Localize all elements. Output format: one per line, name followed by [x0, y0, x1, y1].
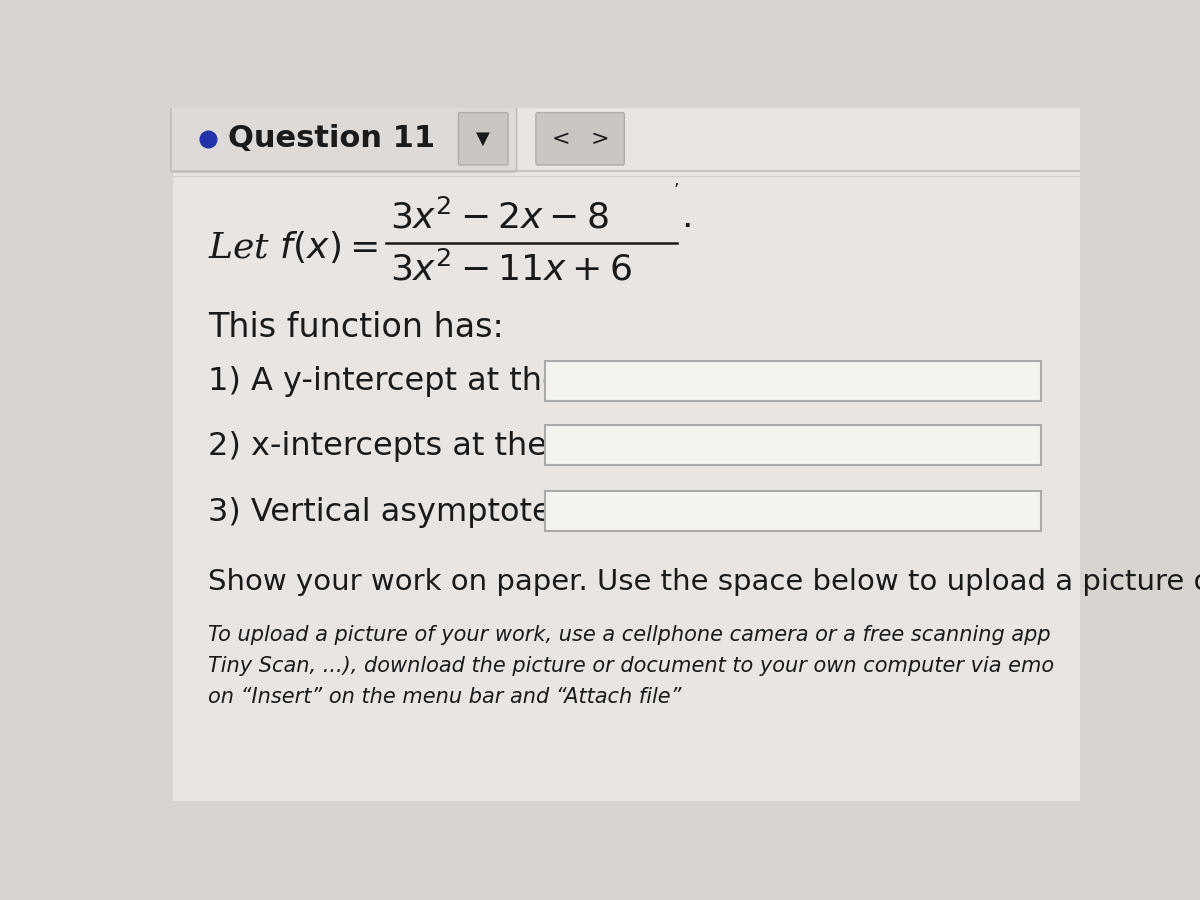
Text: on “Insert” on the menu bar and “Attach file”: on “Insert” on the menu bar and “Attach … — [208, 687, 682, 707]
Text: Show your work on paper. Use the space below to upload a picture of yo: Show your work on paper. Use the space b… — [208, 568, 1200, 596]
FancyBboxPatch shape — [545, 425, 1042, 465]
Text: ▼: ▼ — [476, 130, 490, 148]
Text: 1) A y-intercept at the point: 1) A y-intercept at the point — [208, 365, 653, 397]
Text: <: < — [552, 129, 570, 148]
FancyBboxPatch shape — [545, 491, 1042, 531]
FancyBboxPatch shape — [173, 108, 1080, 801]
FancyBboxPatch shape — [170, 105, 516, 172]
Text: 2) x-intercepts at the point(s): 2) x-intercepts at the point(s) — [208, 431, 680, 463]
Text: Let $f(x) =$: Let $f(x) =$ — [208, 229, 378, 265]
FancyBboxPatch shape — [536, 112, 624, 165]
Text: $3x^2 - 11x + 6$: $3x^2 - 11x + 6$ — [390, 252, 632, 288]
Text: Tiny Scan, ...), download the picture or document to your own computer via emo: Tiny Scan, ...), download the picture or… — [208, 656, 1055, 676]
Text: ʼ: ʼ — [673, 183, 678, 201]
FancyBboxPatch shape — [545, 361, 1042, 400]
Text: This function has:: This function has: — [208, 311, 504, 344]
Text: 3) Vertical asymptotes at x =: 3) Vertical asymptotes at x = — [208, 497, 677, 527]
Text: $3x^2 - 2x - 8$: $3x^2 - 2x - 8$ — [390, 199, 610, 236]
Text: Question 11: Question 11 — [228, 124, 434, 153]
FancyBboxPatch shape — [458, 112, 508, 165]
Text: .: . — [680, 201, 692, 234]
Text: To upload a picture of your work, use a cellphone camera or a free scanning app: To upload a picture of your work, use a … — [208, 626, 1051, 645]
Text: >: > — [590, 129, 608, 148]
